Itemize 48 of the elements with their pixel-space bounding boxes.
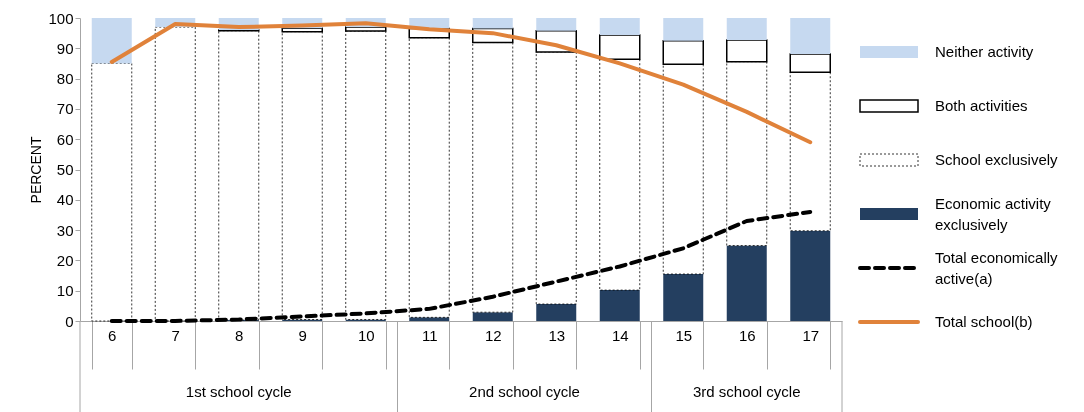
bar xyxy=(599,18,640,35)
x-tick-label: 16 xyxy=(738,326,756,344)
x-tick-label: 15 xyxy=(675,326,693,344)
x-tick-label: 12 xyxy=(484,326,502,344)
y-axis-title: PERCENT xyxy=(28,136,45,204)
x-tick-label: 8 xyxy=(235,326,244,344)
bar xyxy=(726,18,767,41)
y-tick-label: 40 xyxy=(56,191,74,209)
bar xyxy=(472,18,513,29)
y-tick-label: 0 xyxy=(65,312,74,330)
legend-label: Total economically active(a) xyxy=(935,248,1059,287)
x-tick-label: 13 xyxy=(548,326,566,344)
x-tick-label: 6 xyxy=(108,326,117,344)
text: 2nd school cycle xyxy=(469,383,580,400)
bar xyxy=(663,274,704,321)
x-tick-label: 7 xyxy=(171,326,180,344)
y-tick-label: 20 xyxy=(56,251,74,269)
text: 3rd school cycle xyxy=(692,383,801,400)
x-tick-label: 17 xyxy=(802,326,820,344)
x-tick-label: 10 xyxy=(357,326,375,344)
bar xyxy=(599,290,640,321)
text: 1st school cycle xyxy=(185,383,292,400)
y-tick-label: 70 xyxy=(56,100,74,118)
bar xyxy=(726,245,767,321)
y-tick-label: 10 xyxy=(56,282,74,300)
legend-label: Both activities xyxy=(935,97,1028,114)
line-series xyxy=(109,21,813,145)
bar xyxy=(536,304,577,321)
bar xyxy=(536,18,577,31)
legend-label: School exclusively xyxy=(935,151,1059,168)
bar xyxy=(409,317,450,321)
legend-label: Economic activity exclusively xyxy=(935,194,1052,233)
x-tick-label: 9 xyxy=(298,326,307,344)
bar xyxy=(91,18,132,64)
y-tick-label: 60 xyxy=(56,130,74,148)
bar xyxy=(790,230,831,321)
bar xyxy=(472,312,513,321)
x-tick-label: 11 xyxy=(421,326,438,344)
y-tick-label: 30 xyxy=(56,221,74,239)
y-tick-label: 50 xyxy=(56,161,74,178)
legend-label: Total school(b) xyxy=(935,313,1033,330)
bar xyxy=(663,18,704,41)
y-tick-label: 90 xyxy=(56,39,74,57)
bar xyxy=(790,18,831,55)
y-tick-label: 100 xyxy=(48,9,74,27)
y-tick-label: 80 xyxy=(56,70,74,88)
x-tick-label: 14 xyxy=(611,326,629,344)
legend-label: Neither activity xyxy=(935,43,1034,60)
